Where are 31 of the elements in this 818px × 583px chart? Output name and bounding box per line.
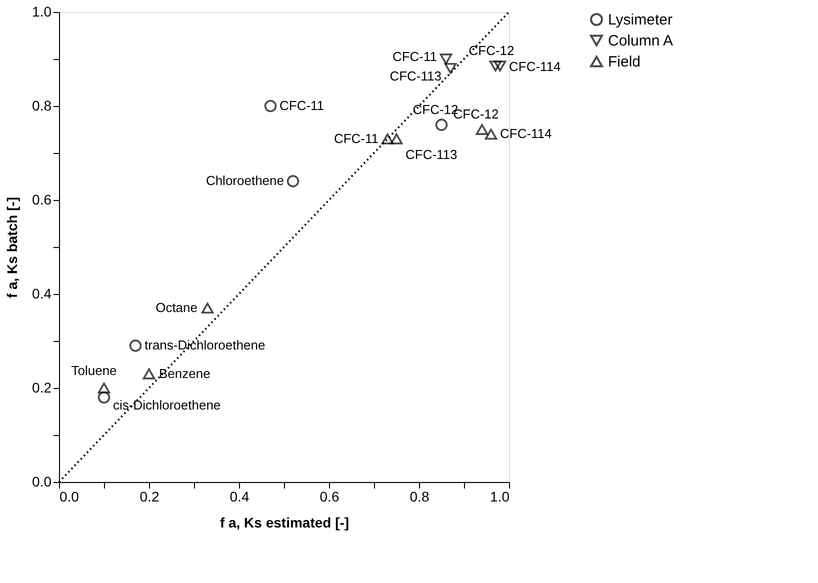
annotation: CFC-11 bbox=[392, 49, 437, 64]
y-tick-label: 0.0 bbox=[32, 474, 52, 490]
y-tick-label: 0.6 bbox=[32, 192, 52, 208]
x-tick-label: 0.8 bbox=[410, 488, 430, 504]
y-axis-title: f a, Ks batch [-] bbox=[4, 196, 20, 298]
annotation: Benzene bbox=[159, 366, 210, 381]
annotation: CFC-113 bbox=[390, 68, 442, 84]
y-tick-label: 0.2 bbox=[32, 380, 52, 396]
y-tick-label: 0.8 bbox=[32, 98, 52, 114]
annotation: CFC-12 bbox=[468, 43, 514, 58]
x-tick-label: 0.2 bbox=[140, 488, 160, 504]
annotation: CFC-114 bbox=[500, 126, 552, 142]
annotation: cis-Dichloroethene bbox=[113, 397, 221, 412]
x-tick-label: 0.6 bbox=[320, 488, 340, 504]
annotation: CFC-114 bbox=[509, 59, 561, 74]
annotation: trans-Dichloroethene bbox=[144, 338, 266, 353]
annotation: CFC-113 bbox=[406, 146, 458, 162]
x-axis-title: f a, Ks estimated [-] bbox=[220, 514, 350, 530]
annotation: Octane bbox=[156, 300, 198, 316]
annotation: Chloroethene bbox=[206, 173, 284, 188]
annotation: CFC-11 bbox=[334, 130, 378, 146]
x-tick-label: 0.0 bbox=[60, 488, 80, 504]
y-tick-label: 0.4 bbox=[32, 286, 52, 302]
annotation: Toluene bbox=[71, 363, 117, 378]
x-tick-label: 0.4 bbox=[230, 488, 250, 504]
x-tick-label: 1.0 bbox=[490, 488, 510, 504]
legend-label: Field bbox=[608, 54, 641, 70]
legend-label: Column A bbox=[608, 32, 674, 50]
legend-label: Lysimeter bbox=[608, 12, 672, 28]
annotation: CFC-11 bbox=[280, 98, 324, 113]
y-tick-label: 1.0 bbox=[32, 4, 52, 20]
